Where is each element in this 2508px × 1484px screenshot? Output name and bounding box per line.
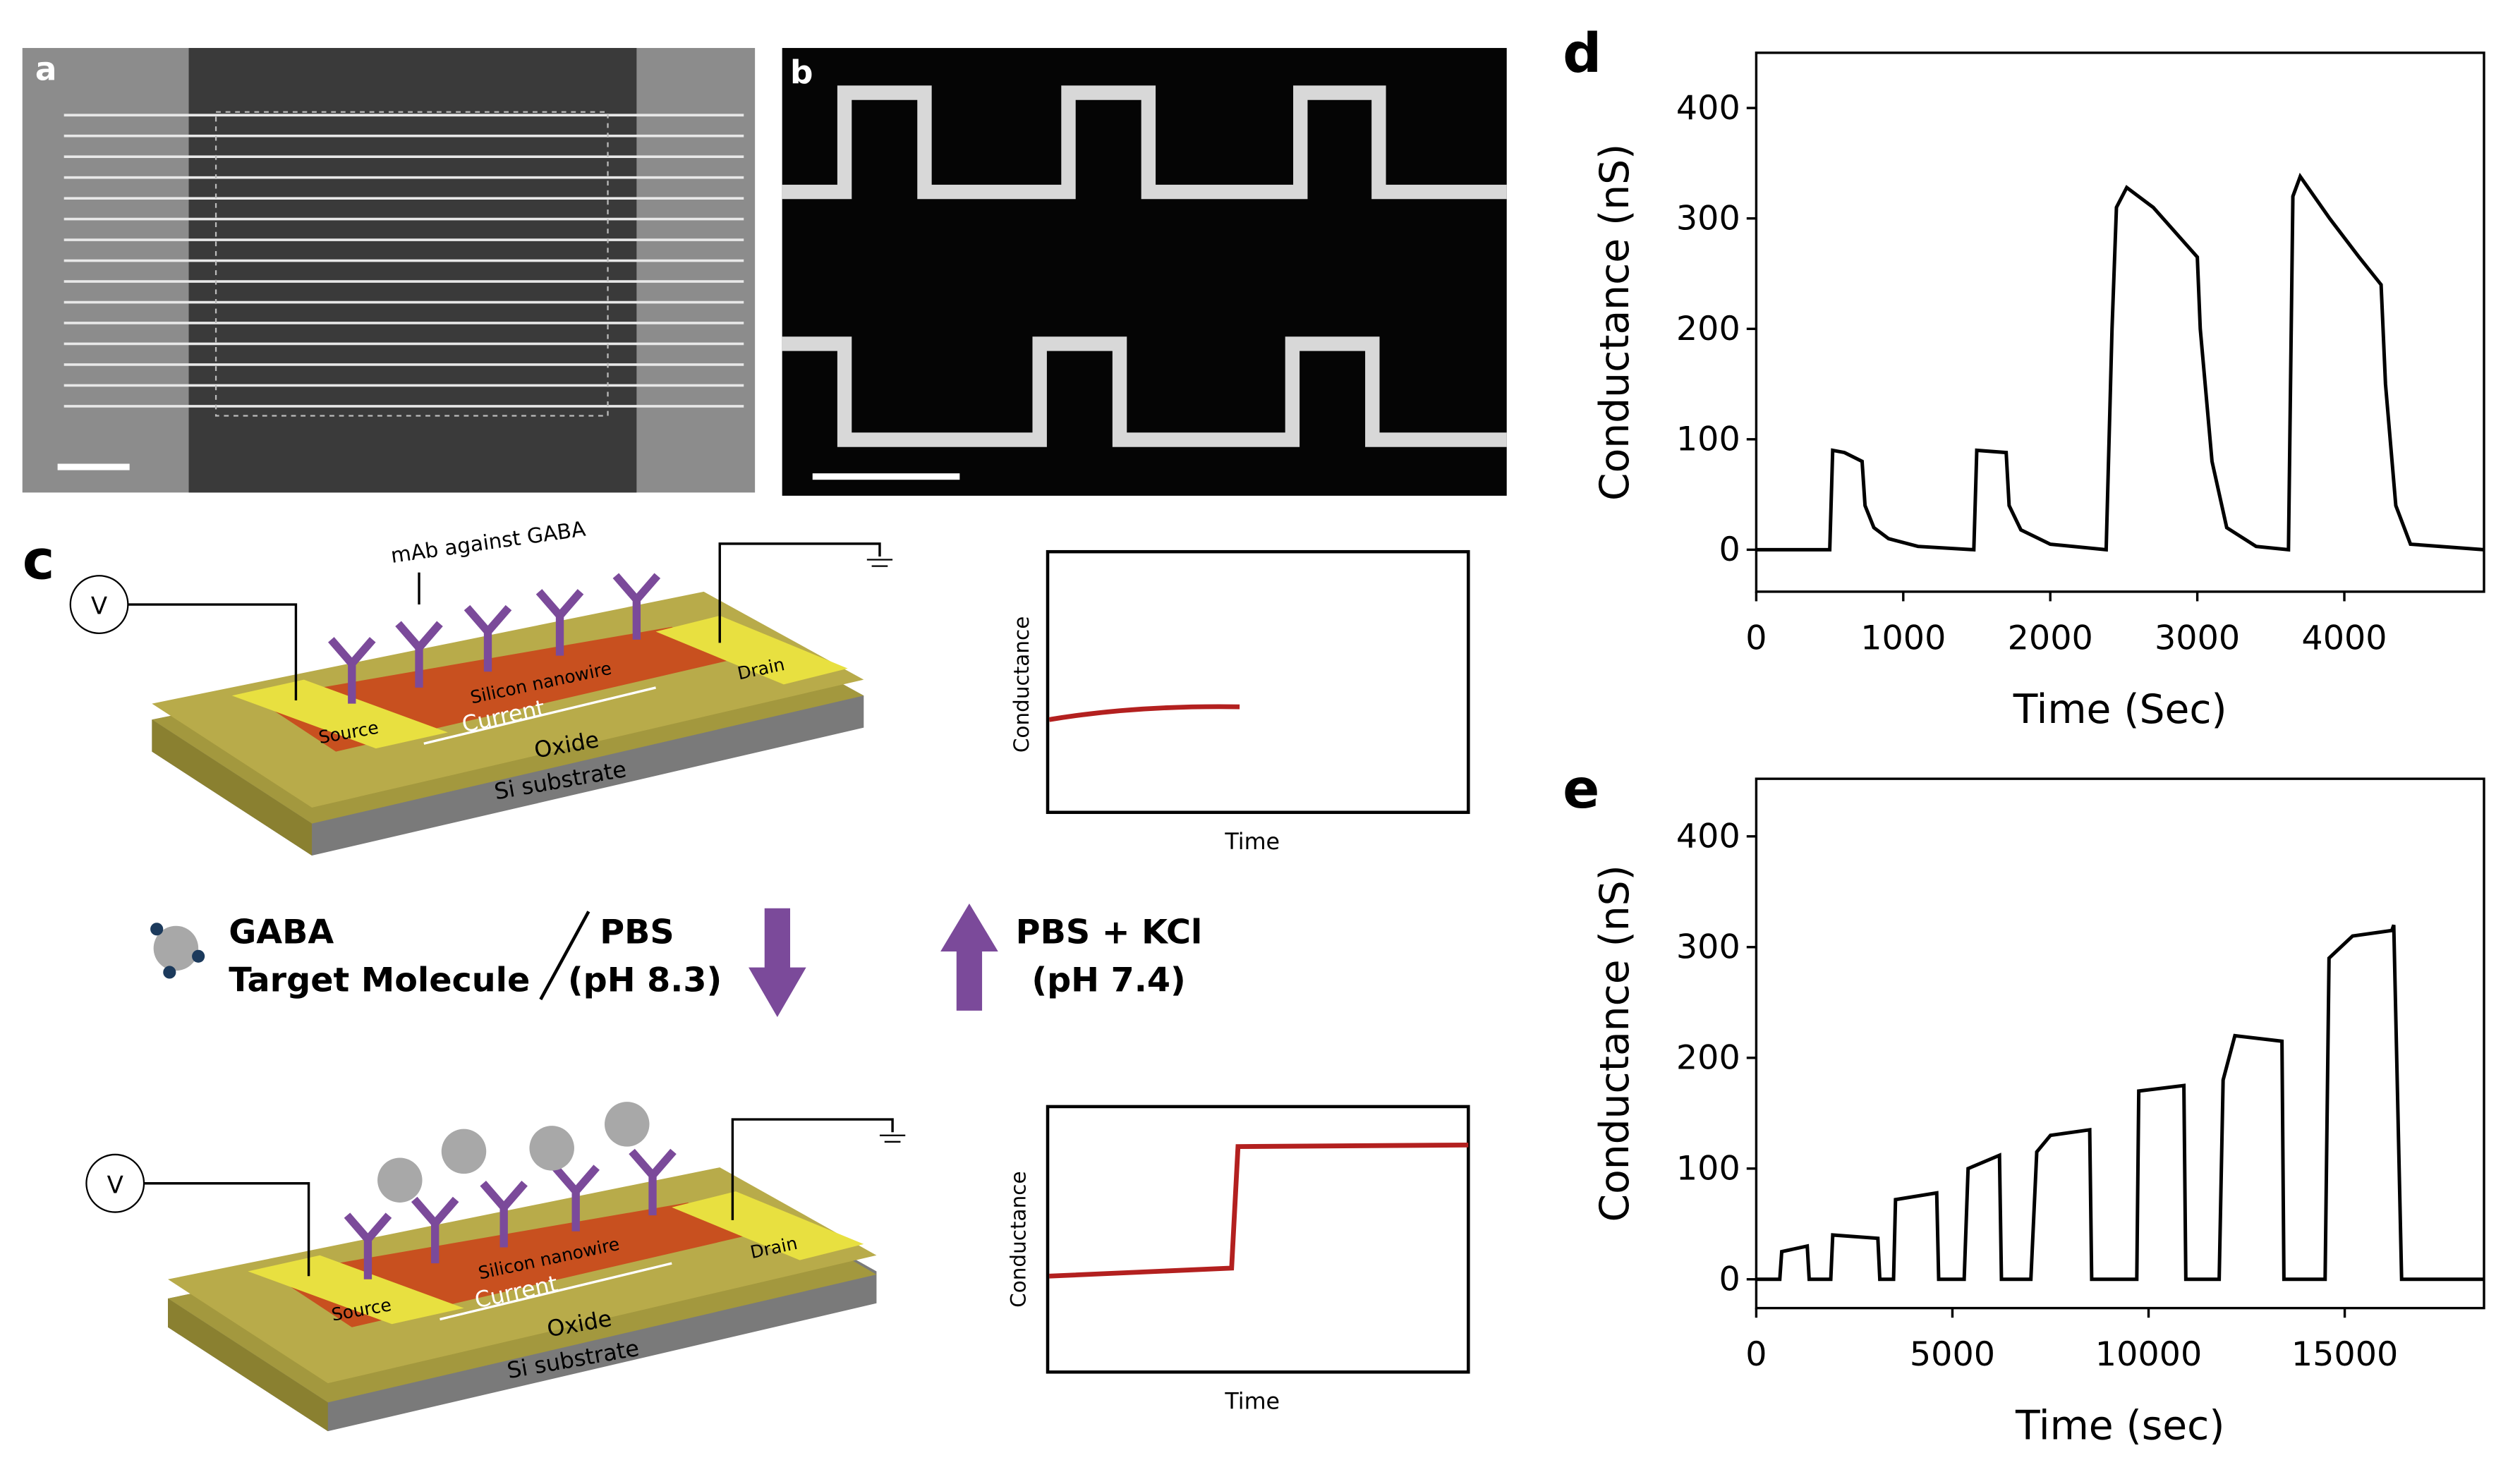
voltage-label: V [91, 592, 107, 621]
device-top: V mAb against GABA Silicon nanowire Curr… [69, 517, 893, 856]
mini-graph-bottom: Conductance Time [1006, 1105, 1470, 1414]
sem-image-b: b [782, 48, 1507, 496]
x-tick-label: 0 [1745, 1335, 1767, 1374]
antibody-label: mAb against GABA [389, 517, 587, 568]
panel-label: b [790, 54, 813, 91]
mini-y-label: Conductance [1006, 1171, 1030, 1308]
mini-graph-top: Conductance Time [1010, 549, 1470, 855]
mini-x-label: Time [1224, 829, 1280, 855]
legend-text: Target Molecule [229, 961, 530, 1000]
x-axis-label: Time (Sec) [2013, 686, 2227, 733]
panel-label: e [1563, 758, 1599, 821]
x-axis-label: Time (sec) [2015, 1403, 2224, 1449]
y-tick-label: 200 [1676, 1039, 1740, 1078]
data-line [1756, 924, 2484, 1282]
y-tick-label: 0 [1719, 1260, 1740, 1299]
data-line [1756, 172, 2485, 552]
y-tick-label: 200 [1676, 310, 1740, 348]
y-tick-label: 400 [1676, 89, 1740, 128]
legend-text: (pH 8.3) [568, 961, 722, 1000]
mini-x-label: Time [1224, 1389, 1280, 1414]
x-tick-label: 3000 [2155, 619, 2240, 658]
sem-image-a: a [22, 48, 756, 493]
panel-label: c [23, 529, 55, 592]
y-tick-label: 100 [1676, 1150, 1740, 1188]
legend-text: PBS [600, 913, 674, 952]
x-tick-label: 0 [1745, 619, 1767, 658]
legend-text: PBS + KCl [1016, 913, 1203, 952]
y-tick-label: 100 [1676, 420, 1740, 459]
device-bottom: V Silicon nanowire Current Source Drain … [85, 1102, 906, 1432]
y-axis-label: Conductance (nS) [1592, 144, 1638, 501]
voltage-label: V [107, 1171, 123, 1199]
x-tick-label: 1000 [1860, 619, 1946, 658]
legend-text: (pH 7.4) [1031, 961, 1185, 1000]
y-tick-label: 400 [1676, 817, 1740, 856]
y-tick-label: 300 [1676, 200, 1740, 238]
legend-c: GABA Target Molecule PBS (pH 8.3) PBS + … [150, 903, 1203, 1017]
panel-label: a [35, 50, 57, 87]
y-tick-label: 0 [1719, 530, 1740, 569]
legend-text: GABA [229, 913, 334, 952]
x-tick-label: 2000 [2008, 619, 2093, 658]
x-tick-label: 10000 [2095, 1335, 2202, 1374]
x-tick-label: 5000 [1910, 1335, 1995, 1374]
y-axis-label: Conductance (nS) [1592, 865, 1638, 1222]
x-tick-label: 4000 [2301, 619, 2387, 658]
y-tick-label: 300 [1676, 928, 1740, 967]
mini-y-label: Conductance [1010, 616, 1034, 753]
plot-frame [1755, 51, 2485, 593]
plot-frame [1755, 777, 2485, 1310]
panel-label: d [1563, 22, 1601, 85]
x-tick-label: 15000 [2291, 1335, 2398, 1374]
